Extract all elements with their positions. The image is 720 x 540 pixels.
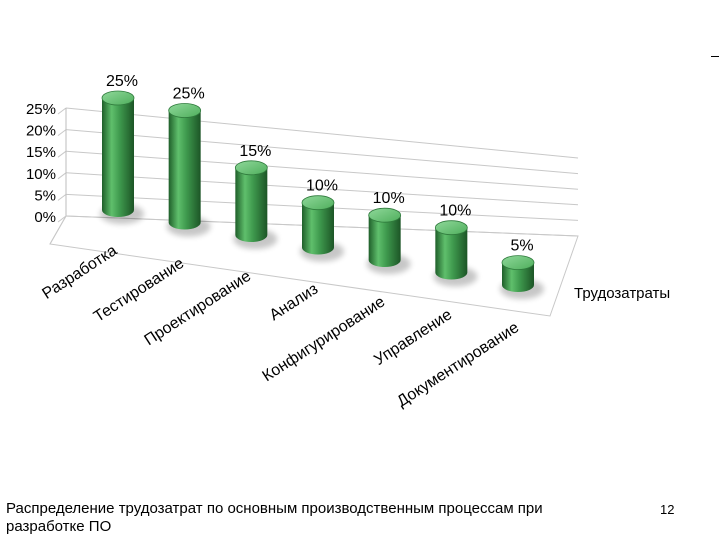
gridline-side [57,129,67,137]
bar-top [301,195,335,211]
bar: 10% [433,203,478,287]
bar-body [235,167,268,242]
bar: 10% [300,178,344,262]
bar-body [102,98,134,217]
bars: 25% 25% 15% 10% 10% 10% 5% [100,73,544,299]
y-tick-label: 20% [26,123,56,140]
bar-body [168,110,201,230]
y-tick-label: 5% [34,187,56,204]
bar-body [302,202,334,255]
bar-body [368,215,401,268]
bar: 5% [500,238,544,299]
gridline-side [57,172,67,180]
data-label: 10% [439,203,471,220]
bar-top [168,103,202,118]
bar-body [435,227,468,280]
bar-top [101,90,135,106]
data-label: 10% [306,178,338,195]
bar-top [234,160,268,176]
bar-body [502,262,534,292]
data-label: 25% [173,86,205,103]
x-tick-label: Управление [371,306,455,369]
slide-number: 12 [660,502,675,517]
bar: 25% [166,86,211,237]
caption: Распределение трудозатрат по основным пр… [6,500,666,536]
bar: 10% [366,190,411,274]
y-tick-label: 15% [26,144,56,161]
gridline-side [57,107,67,115]
data-label: 15% [239,143,271,160]
gridline [65,107,579,159]
x-tick-label: Анализ [267,281,322,325]
bar-top [368,207,402,223]
bar-top [434,220,468,236]
y-axis: 0% 5% 10% 15% 20% 25% [26,101,56,226]
data-label: 25% [106,73,138,90]
corner-mark [711,56,719,57]
y-tick-label: 10% [26,166,56,183]
gridline-side [57,215,67,223]
y-tick-label: 0% [34,209,56,226]
gridline-side [57,193,67,201]
gridline-side [57,150,67,158]
legend: Трудозатраты [574,285,670,302]
bar: 15% [233,143,278,249]
x-tick-label: Разработка [39,242,120,303]
data-label: 5% [510,238,533,255]
legend-label: Трудозатраты [574,285,670,302]
caption-line-1: Распределение трудозатрат по основным пр… [6,500,543,517]
y-tick-label: 25% [26,101,56,118]
gridline [65,129,579,175]
bar-top [501,255,535,271]
gridline [65,172,579,206]
caption-line-2: разработке ПО [6,518,112,535]
bar: 25% [100,73,144,224]
floor-edge [49,215,67,245]
data-label: 10% [373,190,405,207]
gridlines [49,107,579,317]
gridline [65,150,579,190]
